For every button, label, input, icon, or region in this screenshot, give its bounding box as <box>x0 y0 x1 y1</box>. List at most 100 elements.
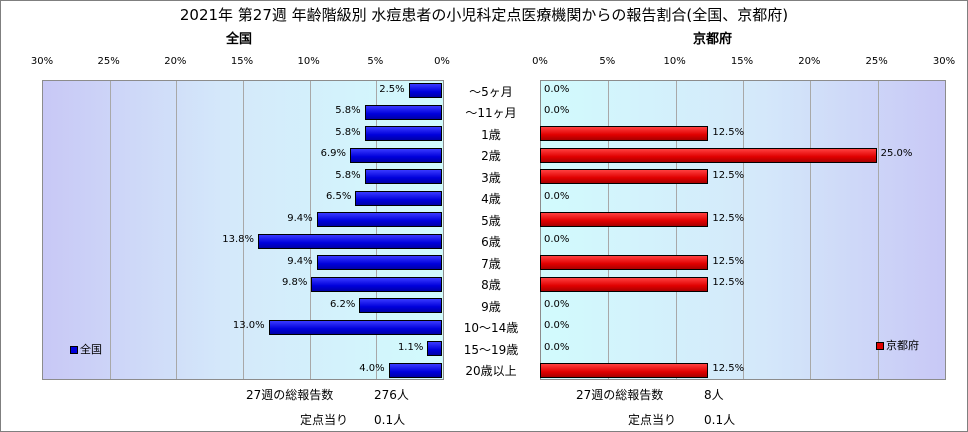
kyoto-data-label: 0.0% <box>544 83 570 95</box>
kyoto-panel-title: 京都府 <box>693 32 733 47</box>
kyoto-data-label: 12.5% <box>712 255 745 267</box>
national-data-label: 1.1% <box>397 341 424 353</box>
national-bar <box>364 104 442 120</box>
kyoto-data-label: 0.0% <box>544 341 570 353</box>
national-tick-label: 5% <box>367 56 384 67</box>
kyoto-gridline <box>608 81 610 379</box>
national-bar <box>258 233 442 249</box>
chart-title: 2021年 第27週 年齢階級別 水痘患者の小児科定点医療機関からの報告割合(全… <box>179 6 789 24</box>
category-label: 10～14歳 <box>463 321 519 336</box>
kyoto-total-label: 27週の総報告数 <box>576 388 664 402</box>
national-bar <box>364 169 442 185</box>
kyoto-per-label: 定点当り <box>628 413 677 427</box>
kyoto-tick-label: 15% <box>730 56 754 67</box>
kyoto-bar <box>540 169 709 185</box>
national-bar <box>408 83 442 99</box>
national-gridline <box>309 81 311 379</box>
national-data-label: 13.0% <box>232 320 265 332</box>
national-data-label: 9.8% <box>281 277 308 289</box>
national-data-label: 5.8% <box>335 126 361 138</box>
category-label: ～5ヶ月 <box>469 84 513 99</box>
kyoto-data-label: 12.5% <box>712 212 745 224</box>
kyoto-tick-label: 30% <box>932 56 956 67</box>
kyoto-bar <box>540 147 877 163</box>
kyoto-total-value: 8人 <box>704 388 724 402</box>
national-gridline <box>176 81 178 379</box>
kyoto-bar <box>540 276 709 292</box>
national-bar <box>316 255 442 271</box>
national-bar <box>316 212 442 228</box>
national-data-label: 6.5% <box>325 191 352 203</box>
kyoto-legend-label: 京都府 <box>886 339 919 352</box>
kyoto-tick-label: 5% <box>599 56 616 67</box>
national-gridline <box>243 81 244 379</box>
kyoto-gridline <box>877 81 879 379</box>
kyoto-data-label: 0.0% <box>544 234 570 246</box>
national-data-label: 6.9% <box>320 148 346 160</box>
national-bar <box>355 190 442 206</box>
kyoto-data-label: 0.0% <box>544 191 570 203</box>
kyoto-bar <box>540 212 709 228</box>
category-label: 1歳 <box>481 127 501 142</box>
national-tick-label: 30% <box>30 56 54 67</box>
category-label: 5歳 <box>481 213 501 228</box>
kyoto-data-label: 25.0% <box>880 148 913 160</box>
national-plot-area <box>42 80 444 380</box>
kyoto-data-label: 12.5% <box>712 277 745 289</box>
national-data-label: 2.5% <box>379 83 405 95</box>
category-label: 4歳 <box>481 192 501 207</box>
national-data-label: 5.8% <box>335 169 361 181</box>
category-label: 9歳 <box>481 299 501 314</box>
category-label: 8歳 <box>481 278 501 293</box>
kyoto-tick-label: 25% <box>865 56 888 67</box>
national-data-label: 6.2% <box>329 298 356 310</box>
national-per-label: 定点当り <box>300 413 349 427</box>
national-legend-label: 全国 <box>80 343 102 356</box>
national-bar <box>268 319 442 335</box>
national-bar <box>388 362 442 378</box>
national-bar <box>350 147 442 163</box>
national-bar <box>427 341 442 357</box>
national-bar <box>311 276 442 292</box>
national-data-label: 4.0% <box>359 363 385 375</box>
national-data-label: 9.4% <box>287 212 313 224</box>
kyoto-data-label: 0.0% <box>544 298 570 310</box>
category-label: 3歳 <box>481 170 501 185</box>
national-panel-title: 全国 <box>226 32 253 47</box>
kyoto-tick-label: 20% <box>798 56 821 67</box>
national-data-label: 13.8% <box>222 234 254 246</box>
national-tick-label: 10% <box>297 56 320 67</box>
national-data-label: 5.8% <box>335 105 361 117</box>
national-tick-label: 0% <box>434 56 450 67</box>
category-label: ～11ヶ月 <box>465 106 517 121</box>
kyoto-bar <box>540 255 709 271</box>
national-gridline <box>376 81 378 379</box>
kyoto-tick-label: 0% <box>532 56 548 67</box>
national-total-label: 27週の総報告数 <box>246 388 334 402</box>
national-bar <box>364 126 442 142</box>
category-label: 2歳 <box>481 149 501 164</box>
kyoto-data-label: 12.5% <box>712 363 745 375</box>
category-label: 15～19歳 <box>463 342 519 357</box>
national-bar <box>359 298 442 314</box>
national-tick-label: 20% <box>164 56 187 67</box>
kyoto-gridline <box>810 81 812 379</box>
kyoto-gridline <box>675 81 677 379</box>
kyoto-data-label: 0.0% <box>544 105 570 117</box>
kyoto-plot-area <box>540 80 946 380</box>
category-label: 20歳以上 <box>465 364 517 379</box>
national-tick-label: 15% <box>230 56 254 67</box>
kyoto-legend-swatch <box>876 342 884 350</box>
national-total-value: 276人 <box>374 388 409 402</box>
national-tick-label: 25% <box>97 56 120 67</box>
kyoto-bar <box>540 126 709 142</box>
national-legend-swatch <box>70 346 78 354</box>
kyoto-tick-label: 10% <box>663 56 686 67</box>
national-gridline <box>109 81 111 379</box>
kyoto-per-value: 0.1人 <box>704 413 736 427</box>
kyoto-data-label: 12.5% <box>712 169 745 181</box>
kyoto-legend: 京都府 <box>876 337 919 353</box>
kyoto-bar <box>540 362 709 378</box>
national-per-value: 0.1人 <box>374 413 406 427</box>
category-label: 6歳 <box>481 235 501 250</box>
